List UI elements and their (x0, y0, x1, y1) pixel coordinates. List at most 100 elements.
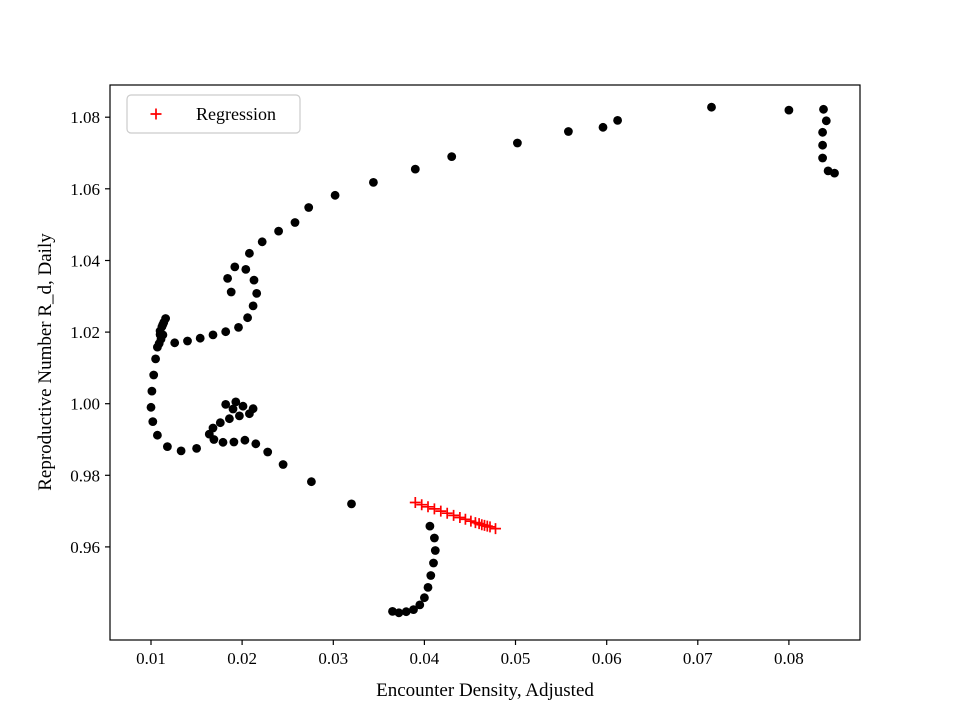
legend-box (126, 94, 301, 134)
scatter-point (248, 301, 258, 311)
scatter-point (830, 168, 839, 178)
scatter-point (429, 558, 438, 568)
scatter-point (241, 265, 251, 274)
axes-ticks: 0.01 0.02 0.03 0.04 0.05 0.06 0.07 0.08 0.96 0.98… (70, 108, 804, 668)
scatter-point (257, 237, 267, 247)
legend: Regression (126, 94, 301, 134)
scatter-point (147, 386, 157, 396)
scatter-point (564, 127, 573, 136)
scatter-point (195, 333, 205, 343)
scatter-point (151, 354, 161, 364)
scatter-point (347, 499, 356, 509)
regression-marker (435, 505, 447, 517)
scatter-point (263, 447, 273, 457)
regression-marker (490, 523, 501, 535)
scatter-point (369, 178, 378, 187)
scatter-point (235, 411, 244, 421)
scatter-point (238, 401, 248, 411)
scatter-point (155, 330, 165, 339)
scatter-point (146, 402, 156, 412)
scatter-point (274, 226, 283, 236)
scatter-point (221, 327, 231, 337)
y-tick-label: 1.06 (70, 180, 100, 199)
scatter-point (784, 105, 794, 115)
scatter-point (420, 593, 429, 603)
scatter-point (229, 437, 239, 447)
scatter-point (430, 546, 440, 555)
scatter-point (176, 446, 186, 456)
y-tick-label: 1.04 (70, 252, 100, 271)
regression-marker (428, 503, 440, 515)
scatter-point (401, 607, 411, 617)
scatter-point (226, 287, 236, 297)
scatter-point (218, 437, 228, 447)
scatter-point (410, 164, 420, 174)
legend-label: Regression (196, 104, 276, 124)
scatter-point (243, 313, 253, 323)
regression-marker (448, 509, 460, 521)
scatter-point (426, 571, 436, 580)
regression-marker (441, 507, 453, 519)
scatter-point (394, 608, 404, 618)
scatter-point (330, 190, 340, 200)
scatter-point (818, 127, 827, 137)
x-tick-label: 0.01 (136, 649, 166, 668)
scatter-point (447, 152, 457, 162)
x-tick-label: 0.02 (227, 649, 257, 668)
scatter-point (208, 330, 218, 340)
scatter-point (818, 140, 827, 150)
x-tick-label: 0.04 (410, 649, 440, 668)
regression-marker (416, 499, 428, 511)
scatter-point (240, 435, 250, 445)
scatter-point (425, 521, 435, 531)
regression-marker (409, 497, 421, 508)
scatter-point (278, 460, 288, 469)
scatter-point (613, 116, 622, 125)
scatter-point (409, 605, 418, 614)
x-axis-label: Encounter Density, Adjusted (376, 680, 594, 701)
scatter-point (148, 417, 158, 426)
scatter-point (170, 338, 180, 348)
regression-marker (422, 501, 434, 513)
scatter-point (192, 444, 202, 453)
x-tick-label: 0.07 (683, 649, 713, 668)
data-points (146, 102, 839, 618)
x-tick-label: 0.06 (592, 649, 622, 668)
y-tick-label: 1.00 (70, 395, 100, 414)
scatter-point (290, 218, 300, 227)
scatter-point (707, 102, 716, 112)
regression-marker (459, 513, 471, 525)
scatter-point (228, 404, 238, 414)
scatter-point (223, 274, 233, 283)
scatter-point (234, 323, 243, 332)
scatter-point (163, 442, 172, 451)
scatter-point (215, 418, 225, 428)
scatter-point (819, 104, 828, 114)
scatter-point (183, 336, 192, 346)
scatter-point (230, 262, 240, 272)
scatter-point (513, 138, 522, 148)
scatter-point (307, 477, 316, 487)
scatter-point (248, 404, 258, 414)
scatter-point (304, 203, 314, 212)
scatter-point (153, 430, 162, 440)
plot-border (109, 84, 861, 641)
scatter-point (821, 116, 831, 126)
scatter-point (423, 583, 433, 592)
y-tick-label: 0.98 (70, 466, 100, 485)
scatter-point (245, 248, 254, 258)
scatter-point (231, 397, 241, 407)
scatter-point (598, 122, 608, 132)
scatter-point (415, 600, 425, 610)
regression-marker (484, 521, 496, 533)
y-tick-label: 0.96 (70, 538, 100, 557)
regression-marker (473, 518, 485, 530)
y-axis-label: Reproductive Number R_d, Daily (35, 233, 56, 491)
y-tick-label: 1.02 (70, 323, 100, 342)
scatter-point (251, 439, 261, 449)
scatter-point (208, 423, 218, 433)
scatter-point (149, 370, 159, 380)
scatter-point (221, 400, 231, 409)
